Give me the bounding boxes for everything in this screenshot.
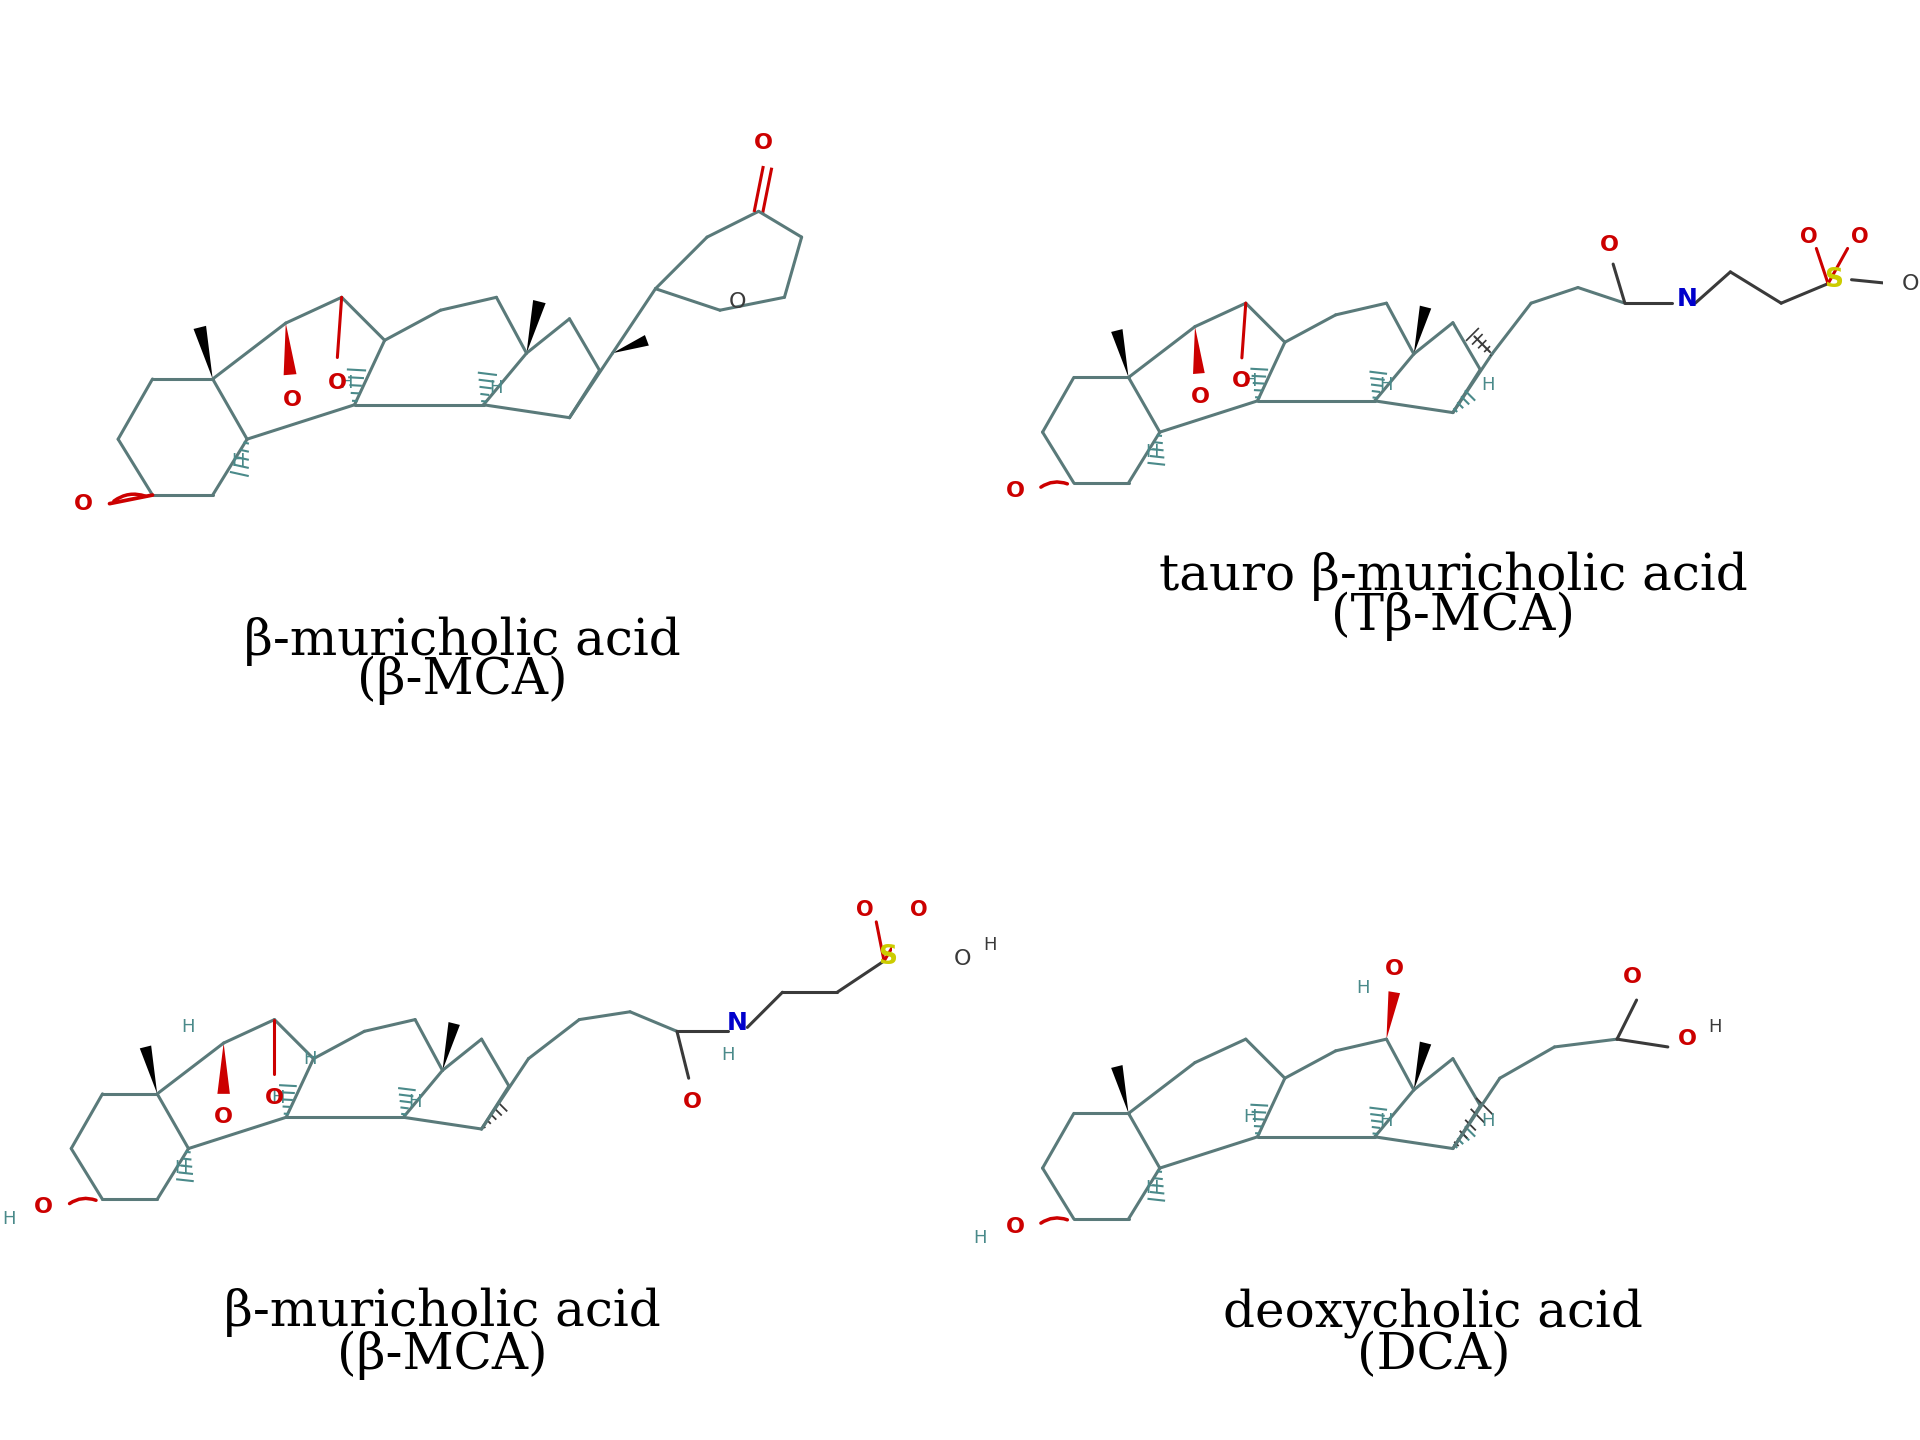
Text: O: O bbox=[282, 390, 301, 410]
Text: β-muricholic acid: β-muricholic acid bbox=[225, 1287, 660, 1338]
Text: S: S bbox=[1824, 266, 1843, 292]
Text: O: O bbox=[753, 132, 772, 153]
Text: tauro β-muricholic acid: tauro β-muricholic acid bbox=[1158, 552, 1747, 602]
Text: S: S bbox=[879, 945, 897, 971]
Text: H: H bbox=[271, 1089, 284, 1107]
Text: O: O bbox=[1851, 226, 1868, 246]
Text: H: H bbox=[983, 936, 996, 955]
Polygon shape bbox=[1413, 1041, 1430, 1090]
Text: H: H bbox=[232, 452, 246, 469]
Text: H: H bbox=[340, 374, 353, 392]
Polygon shape bbox=[1112, 1066, 1129, 1113]
Text: H: H bbox=[490, 379, 503, 396]
Text: O: O bbox=[1622, 966, 1642, 986]
Text: O: O bbox=[1901, 274, 1918, 294]
Text: H: H bbox=[1144, 1178, 1160, 1197]
Polygon shape bbox=[1112, 330, 1129, 377]
Text: H: H bbox=[409, 1093, 422, 1110]
Text: H: H bbox=[1144, 442, 1160, 461]
Text: (DCA): (DCA) bbox=[1357, 1331, 1511, 1381]
Text: O: O bbox=[1006, 481, 1025, 501]
Polygon shape bbox=[194, 325, 213, 379]
Text: O: O bbox=[328, 373, 348, 393]
Text: H: H bbox=[973, 1230, 987, 1247]
Text: O: O bbox=[35, 1197, 54, 1217]
Polygon shape bbox=[612, 336, 649, 353]
Polygon shape bbox=[1192, 327, 1204, 374]
Text: H: H bbox=[2, 1210, 15, 1228]
Text: N: N bbox=[728, 1011, 749, 1035]
Text: H: H bbox=[1482, 376, 1496, 395]
Text: O: O bbox=[215, 1107, 232, 1128]
Text: O: O bbox=[1599, 235, 1619, 255]
Text: O: O bbox=[1799, 226, 1818, 246]
Text: H: H bbox=[1380, 376, 1394, 395]
Text: deoxycholic acid: deoxycholic acid bbox=[1223, 1287, 1644, 1338]
Polygon shape bbox=[1413, 305, 1430, 354]
Text: N: N bbox=[1676, 287, 1697, 311]
Text: O: O bbox=[1190, 387, 1210, 408]
Text: O: O bbox=[684, 1092, 703, 1112]
Text: O: O bbox=[265, 1087, 284, 1107]
Text: H: H bbox=[1356, 979, 1369, 998]
Text: H: H bbox=[1242, 1109, 1256, 1126]
Polygon shape bbox=[284, 323, 296, 376]
Polygon shape bbox=[140, 1045, 157, 1094]
Text: O: O bbox=[75, 494, 94, 514]
Polygon shape bbox=[217, 1043, 230, 1094]
Text: O: O bbox=[1678, 1030, 1697, 1050]
Text: H: H bbox=[1242, 373, 1256, 390]
Text: β-muricholic acid: β-muricholic acid bbox=[244, 616, 680, 665]
Text: O: O bbox=[1006, 1217, 1025, 1237]
Text: O: O bbox=[954, 949, 972, 969]
Polygon shape bbox=[526, 300, 545, 353]
Polygon shape bbox=[1386, 991, 1400, 1040]
Text: H: H bbox=[1709, 1018, 1722, 1037]
Text: O: O bbox=[910, 900, 927, 920]
Text: H: H bbox=[182, 1018, 196, 1037]
Text: O: O bbox=[856, 900, 874, 920]
Text: H: H bbox=[1482, 1112, 1496, 1130]
Text: O: O bbox=[728, 292, 745, 311]
Text: H: H bbox=[303, 1050, 317, 1067]
Text: (β-MCA): (β-MCA) bbox=[357, 655, 566, 704]
Text: O: O bbox=[1384, 959, 1404, 979]
Text: O: O bbox=[1233, 372, 1252, 392]
Polygon shape bbox=[442, 1022, 461, 1070]
Text: H: H bbox=[175, 1159, 188, 1176]
Text: (β-MCA): (β-MCA) bbox=[338, 1331, 547, 1381]
Text: (Tβ-MCA): (Tβ-MCA) bbox=[1331, 590, 1574, 641]
Text: H: H bbox=[722, 1045, 735, 1064]
Text: H: H bbox=[1380, 1112, 1394, 1130]
